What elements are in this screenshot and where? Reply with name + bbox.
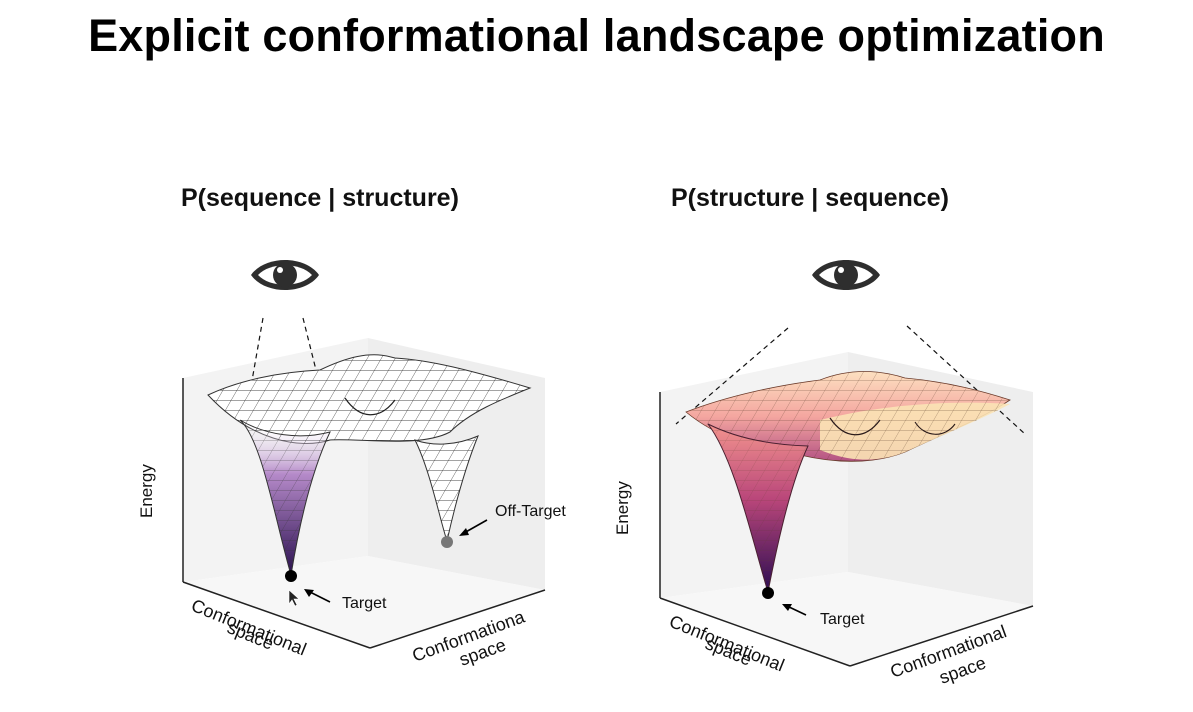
- left-offtarget-arrow: [459, 519, 488, 536]
- right-energy-axis-label: Energy: [613, 481, 632, 535]
- slide-title: Explicit conformational landscape optimi…: [88, 10, 1105, 61]
- left-energy-axis-label: Energy: [137, 464, 156, 518]
- left-offtarget-label: Off-Target: [495, 503, 566, 520]
- right-panel: Target Energy Conformational space Confo…: [613, 260, 1034, 688]
- left-eye-icon: [251, 260, 319, 290]
- right-target-label: Target: [820, 611, 865, 628]
- left-view-line-left: [249, 317, 264, 393]
- right-eye-icon: [812, 260, 880, 290]
- left-target-label: Target: [342, 595, 387, 612]
- left-energy-surface: [207, 354, 532, 576]
- right-target-arrow: [782, 604, 807, 616]
- left-panel: Target Off-Target Energy Conformational …: [137, 260, 566, 670]
- mouse-cursor-icon: [288, 589, 300, 607]
- right-energy-surface: [685, 371, 1011, 593]
- right-target-point: [762, 587, 774, 599]
- right-panel-title: P(structure | sequence): [671, 184, 949, 212]
- left-target-arrow: [304, 589, 331, 603]
- left-view-line-right: [302, 317, 319, 379]
- left-offtarget-point: [441, 536, 453, 548]
- left-target-point: [285, 570, 297, 582]
- left-panel-title: P(sequence | structure): [181, 184, 459, 212]
- right-view-line-left: [675, 327, 789, 425]
